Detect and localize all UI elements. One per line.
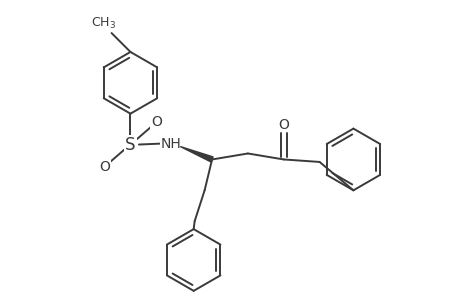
Text: CH$_3$: CH$_3$ bbox=[90, 16, 115, 31]
Polygon shape bbox=[180, 146, 213, 162]
Text: NH: NH bbox=[161, 136, 181, 151]
Text: O: O bbox=[99, 160, 110, 174]
Text: O: O bbox=[278, 118, 289, 132]
Text: S: S bbox=[125, 136, 135, 154]
Text: O: O bbox=[151, 115, 162, 129]
